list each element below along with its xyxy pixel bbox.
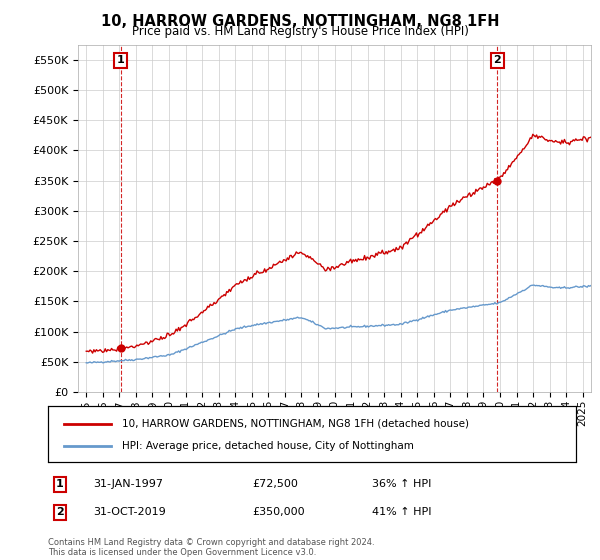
Text: Price paid vs. HM Land Registry's House Price Index (HPI): Price paid vs. HM Land Registry's House … [131,25,469,38]
Text: 31-OCT-2019: 31-OCT-2019 [93,507,166,517]
Text: 41% ↑ HPI: 41% ↑ HPI [372,507,431,517]
Text: HPI: Average price, detached house, City of Nottingham: HPI: Average price, detached house, City… [122,441,414,451]
Text: 10, HARROW GARDENS, NOTTINGHAM, NG8 1FH: 10, HARROW GARDENS, NOTTINGHAM, NG8 1FH [101,14,499,29]
Text: 10, HARROW GARDENS, NOTTINGHAM, NG8 1FH (detached house): 10, HARROW GARDENS, NOTTINGHAM, NG8 1FH … [122,419,469,429]
Text: 2: 2 [56,507,64,517]
Text: 2: 2 [493,55,501,66]
Text: 1: 1 [56,479,64,489]
Text: 36% ↑ HPI: 36% ↑ HPI [372,479,431,489]
Text: £72,500: £72,500 [252,479,298,489]
Text: 31-JAN-1997: 31-JAN-1997 [93,479,163,489]
Text: £350,000: £350,000 [252,507,305,517]
Text: 1: 1 [117,55,125,66]
Text: Contains HM Land Registry data © Crown copyright and database right 2024.
This d: Contains HM Land Registry data © Crown c… [48,538,374,557]
